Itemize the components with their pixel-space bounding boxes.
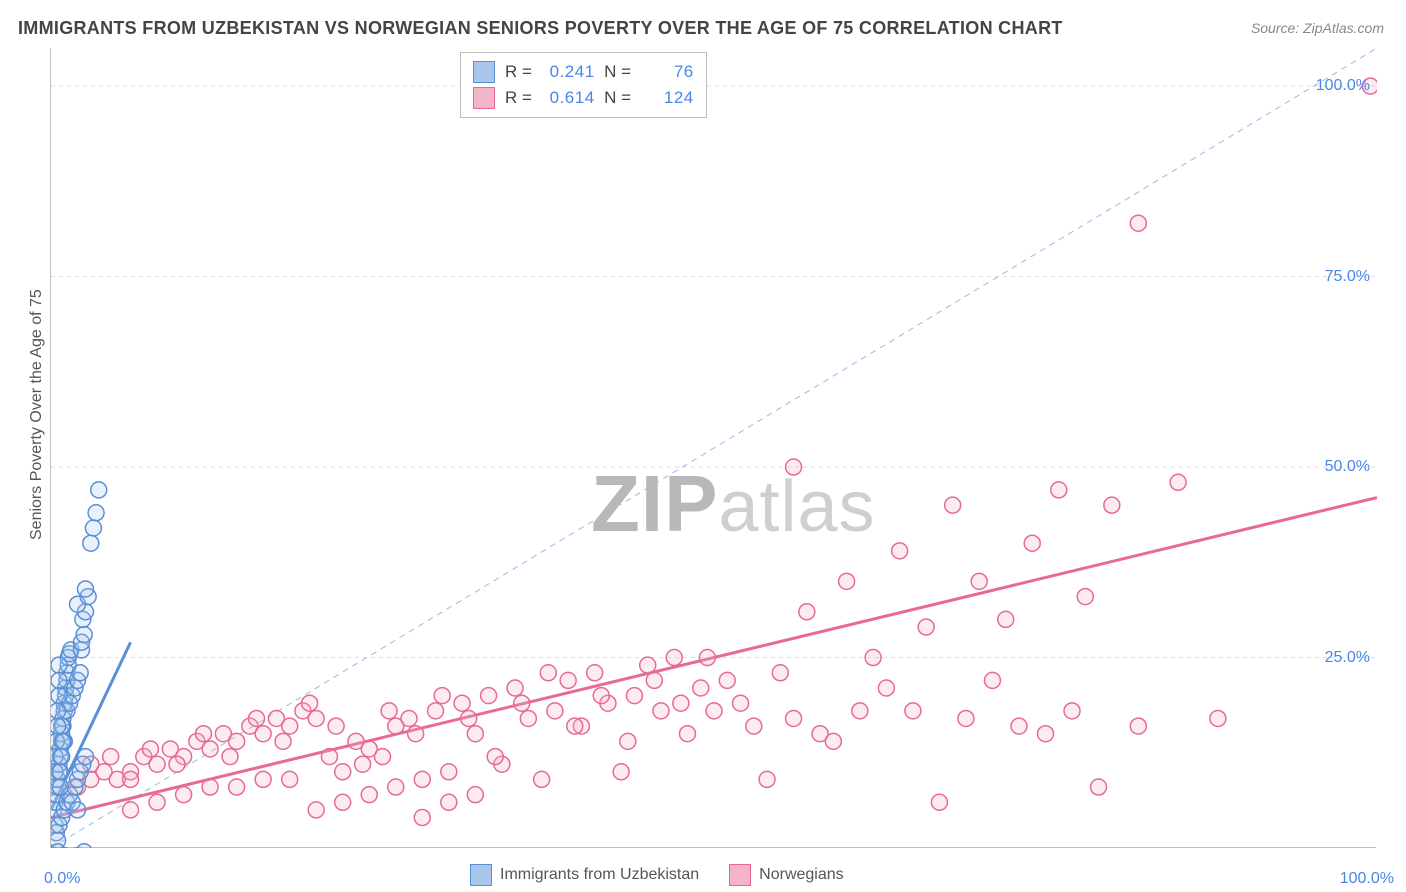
legend-label: Immigrants from Uzbekistan — [500, 866, 699, 884]
legend-item-uzbekistan: Immigrants from Uzbekistan — [470, 864, 699, 886]
legend-row-uzbekistan: R = 0.241 N = 76 — [473, 59, 694, 85]
y-tick-label: 100.0% — [1316, 77, 1370, 95]
correlation-legend: R = 0.241 N = 76 R = 0.614 N = 124 — [460, 52, 707, 118]
y-tick-label: 25.0% — [1325, 649, 1370, 667]
y-axis-label: Seniors Poverty Over the Age of 75 — [28, 289, 46, 540]
source-attribution: Source: ZipAtlas.com — [1251, 20, 1384, 36]
y-tick-label: 50.0% — [1325, 458, 1370, 476]
scatter-svg — [51, 48, 1377, 848]
chart-title: IMMIGRANTS FROM UZBEKISTAN VS NORWEGIAN … — [18, 18, 1063, 39]
x-axis-min: 0.0% — [44, 870, 80, 888]
swatch-norwegians — [473, 87, 495, 109]
swatch-uzbekistan — [473, 61, 495, 83]
legend-row-norwegians: R = 0.614 N = 124 — [473, 85, 694, 111]
series-legend: Immigrants from Uzbekistan Norwegians — [470, 864, 844, 886]
swatch-uzbekistan-icon — [470, 864, 492, 886]
legend-item-norwegians: Norwegians — [729, 864, 843, 886]
swatch-norwegians-icon — [729, 864, 751, 886]
y-tick-label: 75.0% — [1325, 268, 1370, 286]
plot-area: ZIPatlas 25.0%50.0%75.0%100.0% — [50, 48, 1376, 848]
legend-label: Norwegians — [759, 866, 843, 884]
x-axis-max: 100.0% — [1340, 870, 1394, 888]
